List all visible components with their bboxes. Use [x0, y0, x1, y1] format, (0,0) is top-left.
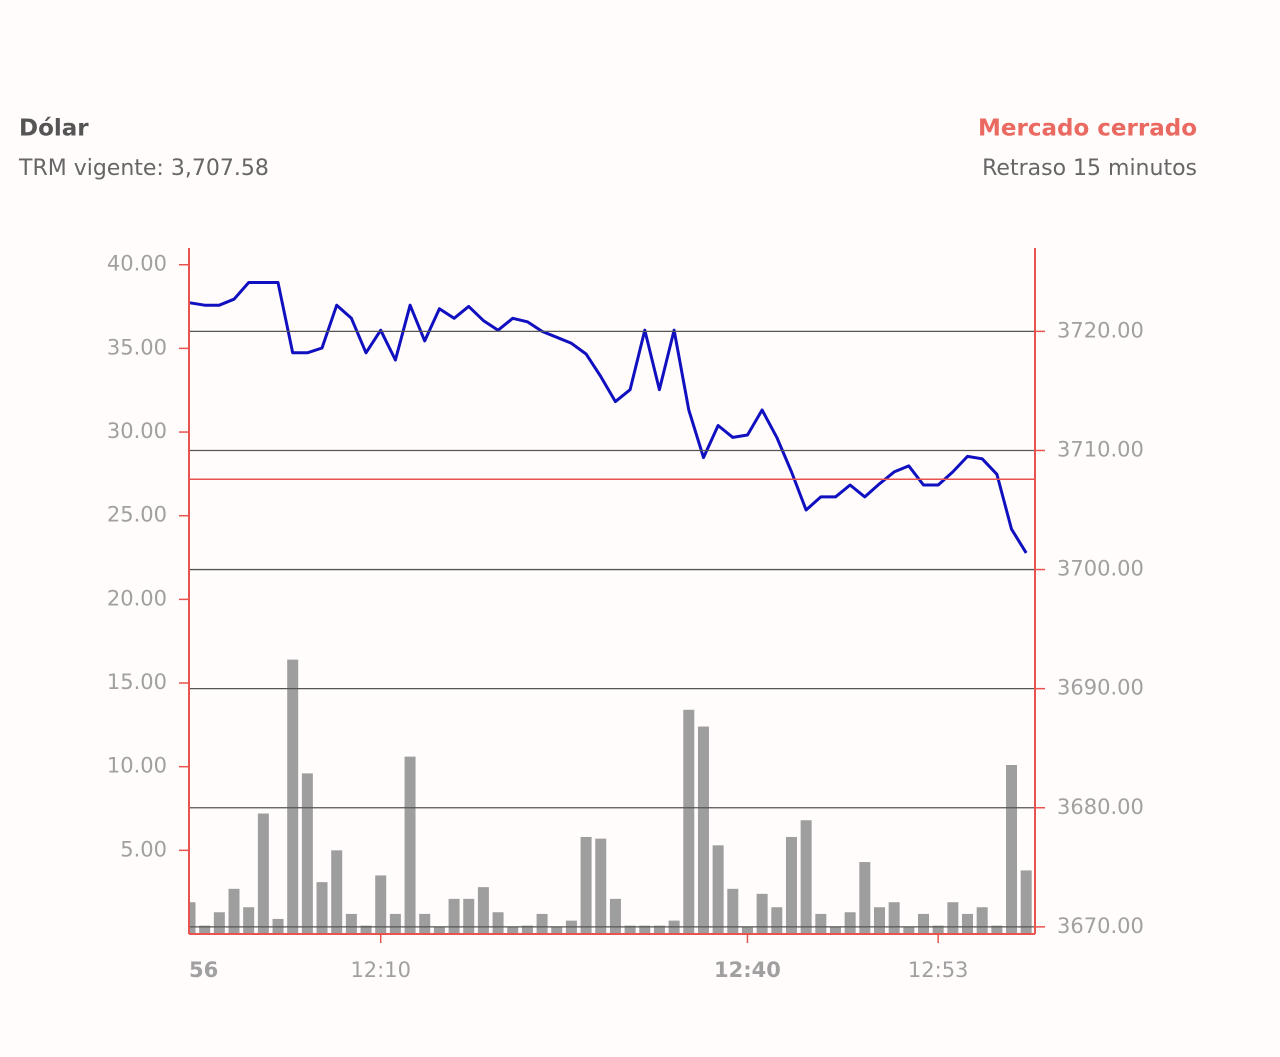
volume-bar	[243, 907, 255, 934]
volume-bar	[991, 925, 1003, 934]
y-tick-label: 10.00	[107, 754, 167, 778]
y2-tick-label: 3680.00	[1057, 795, 1144, 819]
y-tick-label: 15.00	[107, 670, 167, 694]
y2-tick-label: 3710.00	[1057, 437, 1144, 461]
volume-bar	[189, 902, 196, 934]
volume-bar	[463, 898, 475, 934]
y-tick-label: 40.00	[107, 252, 167, 276]
volume-bar	[433, 927, 445, 934]
volume-bar	[199, 925, 211, 934]
volume-bar	[624, 925, 636, 934]
market-status: Mercado cerrado	[978, 116, 1197, 142]
volume-bar	[228, 888, 240, 934]
volume-bar	[918, 913, 929, 934]
volume-bar	[785, 836, 797, 934]
volume-bar	[287, 659, 299, 934]
y-tick-label: 35.00	[107, 335, 167, 359]
volume-bar	[741, 927, 753, 934]
y-tick-label: 25.00	[107, 503, 167, 527]
volume-bar	[345, 913, 357, 934]
volume-bar	[873, 907, 885, 934]
volume-bar	[404, 756, 416, 934]
volume-bar	[859, 862, 871, 934]
volume-bar	[800, 820, 812, 934]
volume-bar	[815, 913, 827, 934]
volume-bar	[448, 898, 460, 934]
asset-title: Dólar	[19, 116, 89, 142]
volume-bar	[551, 927, 563, 934]
volume-bar	[580, 836, 592, 934]
volume-bar	[756, 893, 768, 934]
volume-bar	[639, 925, 651, 934]
volume-bar	[932, 925, 944, 934]
x-tick-label: 12:40	[714, 958, 781, 982]
volume-bar	[419, 913, 431, 934]
volume-bar	[213, 912, 225, 934]
volume-bar	[1020, 870, 1032, 934]
volume-bar	[316, 882, 328, 934]
volume-bar	[727, 888, 739, 934]
y-tick-label: 5.00	[120, 837, 167, 861]
volume-bar	[492, 912, 504, 934]
volume-bar	[477, 887, 489, 934]
volume-bar	[829, 927, 841, 934]
volume-bar	[653, 925, 665, 934]
volume-bar	[844, 912, 856, 934]
x-tick-label: 12:53	[908, 958, 969, 982]
volume-bar	[771, 907, 783, 934]
volume-bar	[521, 925, 533, 934]
y-tick-label: 30.00	[107, 419, 167, 443]
volume-bar	[962, 913, 974, 934]
trm-text: TRM vigente: 3,707.58	[18, 156, 269, 181]
volume-bar	[683, 709, 695, 934]
volume-bar	[301, 773, 313, 934]
volume-bar	[257, 813, 269, 934]
x-tick-label: 56	[189, 958, 218, 982]
volume-bar	[595, 838, 607, 934]
volume-bar	[712, 845, 724, 934]
volume-bar	[1006, 765, 1018, 934]
plot-area	[189, 281, 1032, 934]
y2-tick-label: 3690.00	[1057, 676, 1144, 700]
volume-bar	[697, 726, 709, 934]
delay-text: Retraso 15 minutos	[982, 156, 1197, 181]
volume-bar	[888, 902, 900, 934]
volume-bar	[375, 875, 387, 934]
volume-bar	[360, 925, 372, 934]
volume-bar	[507, 927, 519, 934]
volume-bar	[389, 913, 401, 934]
price-line	[189, 281, 1028, 554]
volume-bar	[609, 898, 621, 934]
y2-tick-label: 3670.00	[1057, 914, 1144, 938]
volume-bar	[331, 850, 343, 934]
volume-bar	[976, 907, 988, 934]
x-tick-label: 12:10	[350, 958, 411, 982]
volume-bar	[536, 913, 548, 934]
y-tick-label: 20.00	[107, 586, 167, 610]
y2-tick-label: 3700.00	[1057, 557, 1144, 581]
y2-tick-label: 3720.00	[1057, 318, 1144, 342]
volume-bar	[947, 902, 959, 934]
volume-bar	[903, 927, 915, 934]
